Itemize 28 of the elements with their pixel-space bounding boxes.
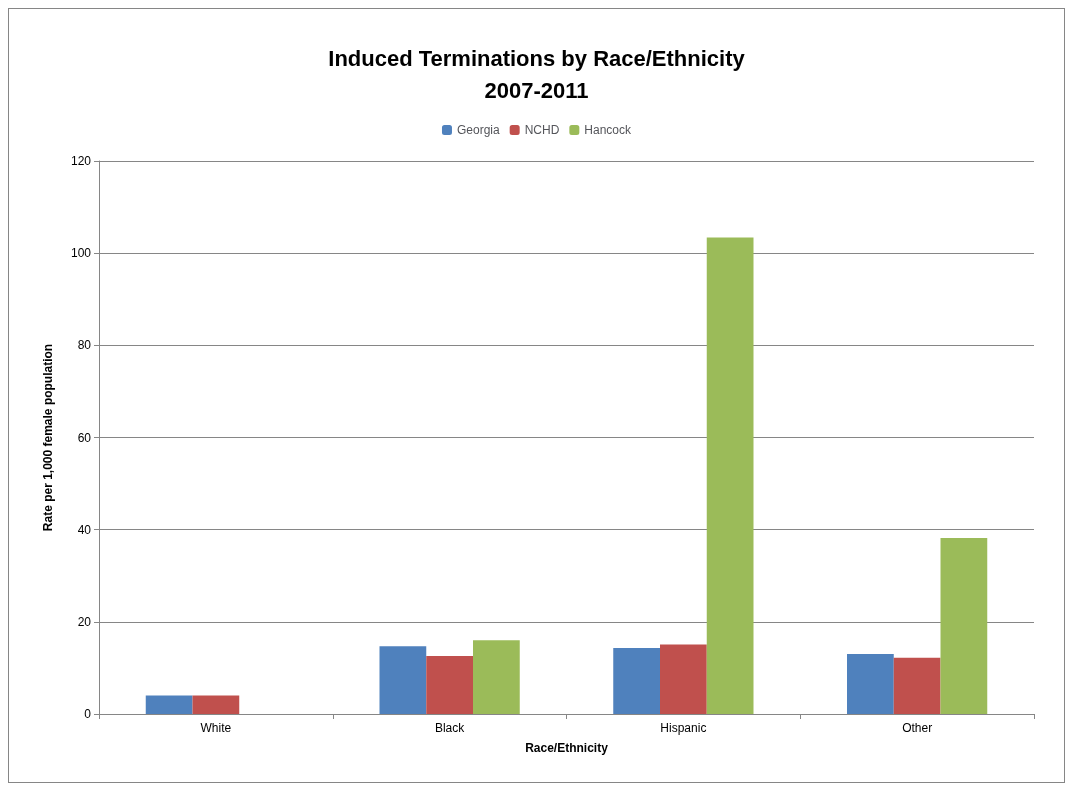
x-tick-label: Hispanic	[660, 721, 707, 735]
bar	[145, 695, 193, 714]
y-tick-label: 80	[77, 338, 92, 353]
y-tick-label: 0	[84, 707, 92, 721]
bar	[473, 640, 520, 714]
x-tick-label: White	[200, 721, 232, 735]
y-tick-label: 40	[77, 522, 92, 537]
y-tick-label: 20	[77, 614, 92, 629]
legend-label: NCHD	[524, 123, 560, 137]
bar	[426, 655, 473, 714]
bar	[613, 648, 660, 714]
y-axis-title: Rate per 1,000 female population	[41, 343, 55, 532]
bar	[847, 654, 894, 714]
legend-label: Hancock	[584, 123, 633, 137]
bar	[893, 657, 941, 714]
y-tick-label: 60	[77, 430, 92, 445]
bar	[940, 537, 988, 714]
legend-label: Georgia	[456, 123, 500, 137]
chart-title: Induced Terminations by Race/Ethnicity 2007-2011	[328, 45, 746, 103]
bar	[706, 237, 754, 714]
y-tick-label: 120	[70, 154, 92, 168]
bar	[660, 644, 707, 714]
x-tick-label: Other	[902, 721, 933, 735]
bar	[379, 646, 427, 714]
y-tick-label: 100	[70, 246, 92, 261]
x-axis-title: Race/Ethnicity	[525, 741, 609, 755]
bar	[192, 695, 240, 714]
x-tick-label: Black	[434, 721, 466, 735]
